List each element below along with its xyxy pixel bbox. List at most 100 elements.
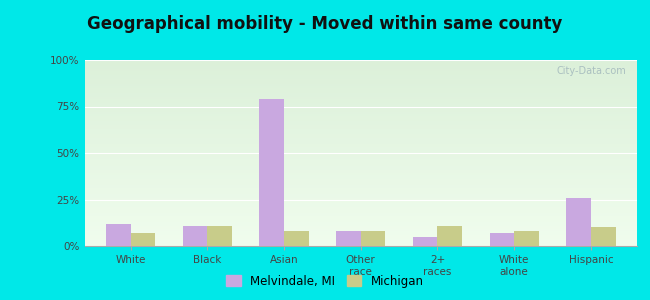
Bar bbox=[84, 0, 637, 175]
Bar bbox=[84, 36, 637, 222]
Bar bbox=[84, 0, 637, 129]
Bar bbox=[84, 0, 637, 164]
Bar bbox=[361, 231, 385, 246]
Bar bbox=[183, 226, 207, 246]
Bar bbox=[84, 0, 637, 66]
Bar bbox=[84, 0, 637, 142]
Bar bbox=[84, 45, 637, 231]
Bar bbox=[84, 14, 637, 200]
Bar bbox=[591, 227, 616, 246]
Bar bbox=[84, 56, 637, 242]
Bar bbox=[84, 0, 637, 94]
Bar bbox=[84, 0, 637, 162]
Bar bbox=[84, 17, 637, 203]
Bar bbox=[84, 23, 637, 209]
Bar bbox=[84, 0, 637, 151]
Bar bbox=[84, 15, 637, 201]
Bar bbox=[84, 0, 637, 99]
Bar bbox=[84, 58, 637, 244]
Bar bbox=[106, 224, 131, 246]
Bar bbox=[84, 0, 637, 172]
Bar bbox=[84, 51, 637, 237]
Bar bbox=[84, 21, 637, 207]
Bar bbox=[413, 237, 437, 246]
Bar bbox=[84, 0, 637, 127]
Bar bbox=[84, 0, 637, 122]
Bar bbox=[84, 26, 637, 212]
Bar bbox=[84, 0, 637, 62]
Bar bbox=[84, 0, 637, 159]
Bar bbox=[284, 231, 309, 246]
Bar bbox=[84, 41, 637, 227]
Bar bbox=[84, 0, 637, 170]
Bar bbox=[566, 198, 591, 246]
Bar bbox=[84, 0, 637, 123]
Bar bbox=[207, 226, 232, 246]
Bar bbox=[437, 226, 462, 246]
Bar bbox=[84, 0, 637, 183]
Bar bbox=[84, 0, 637, 105]
Bar bbox=[84, 0, 637, 86]
Bar bbox=[84, 34, 637, 220]
Bar bbox=[84, 0, 637, 138]
Bar bbox=[84, 25, 637, 211]
Bar bbox=[84, 6, 637, 192]
Bar bbox=[84, 0, 637, 133]
Bar bbox=[84, 0, 637, 108]
Bar bbox=[84, 0, 637, 103]
Bar bbox=[336, 231, 361, 246]
Bar bbox=[84, 0, 637, 88]
Bar bbox=[84, 0, 637, 71]
Bar bbox=[84, 60, 637, 246]
Bar bbox=[84, 0, 637, 173]
Bar bbox=[84, 0, 637, 153]
Bar bbox=[84, 0, 637, 79]
Bar bbox=[84, 0, 637, 119]
Bar bbox=[84, 0, 637, 73]
Bar bbox=[84, 0, 637, 68]
Bar bbox=[84, 54, 637, 240]
Bar bbox=[84, 0, 637, 95]
Bar bbox=[84, 0, 637, 184]
Bar bbox=[84, 0, 637, 101]
Bar bbox=[84, 0, 637, 155]
Bar bbox=[84, 52, 637, 239]
Bar bbox=[84, 38, 637, 224]
Bar bbox=[84, 0, 637, 160]
Bar bbox=[84, 0, 637, 149]
Bar bbox=[84, 28, 637, 214]
Bar bbox=[84, 43, 637, 229]
Bar bbox=[84, 2, 637, 188]
Bar bbox=[84, 40, 637, 226]
Bar bbox=[84, 1, 637, 187]
Bar bbox=[489, 233, 514, 246]
Bar bbox=[84, 12, 637, 198]
Bar bbox=[131, 233, 155, 246]
Bar bbox=[84, 0, 637, 179]
Bar bbox=[84, 0, 637, 64]
Bar bbox=[84, 0, 637, 84]
Bar bbox=[84, 0, 637, 92]
Bar bbox=[84, 0, 637, 110]
Bar bbox=[84, 4, 637, 190]
Legend: Melvindale, MI, Michigan: Melvindale, MI, Michigan bbox=[223, 271, 427, 291]
Bar bbox=[84, 0, 637, 125]
Bar bbox=[84, 0, 637, 157]
Bar bbox=[84, 0, 637, 168]
Bar bbox=[84, 0, 637, 147]
Bar bbox=[84, 0, 637, 144]
Bar bbox=[84, 0, 637, 75]
Bar bbox=[84, 0, 637, 80]
Bar bbox=[84, 0, 637, 136]
Bar bbox=[84, 0, 637, 140]
Bar bbox=[84, 0, 637, 82]
Text: Geographical mobility - Moved within same county: Geographical mobility - Moved within sam… bbox=[87, 15, 563, 33]
Bar bbox=[84, 0, 637, 134]
Bar bbox=[84, 0, 637, 97]
Bar bbox=[84, 8, 637, 194]
Bar bbox=[84, 49, 637, 235]
Bar bbox=[84, 0, 637, 114]
Text: City-Data.com: City-Data.com bbox=[556, 66, 626, 76]
Bar bbox=[84, 0, 637, 106]
Bar bbox=[84, 0, 637, 116]
